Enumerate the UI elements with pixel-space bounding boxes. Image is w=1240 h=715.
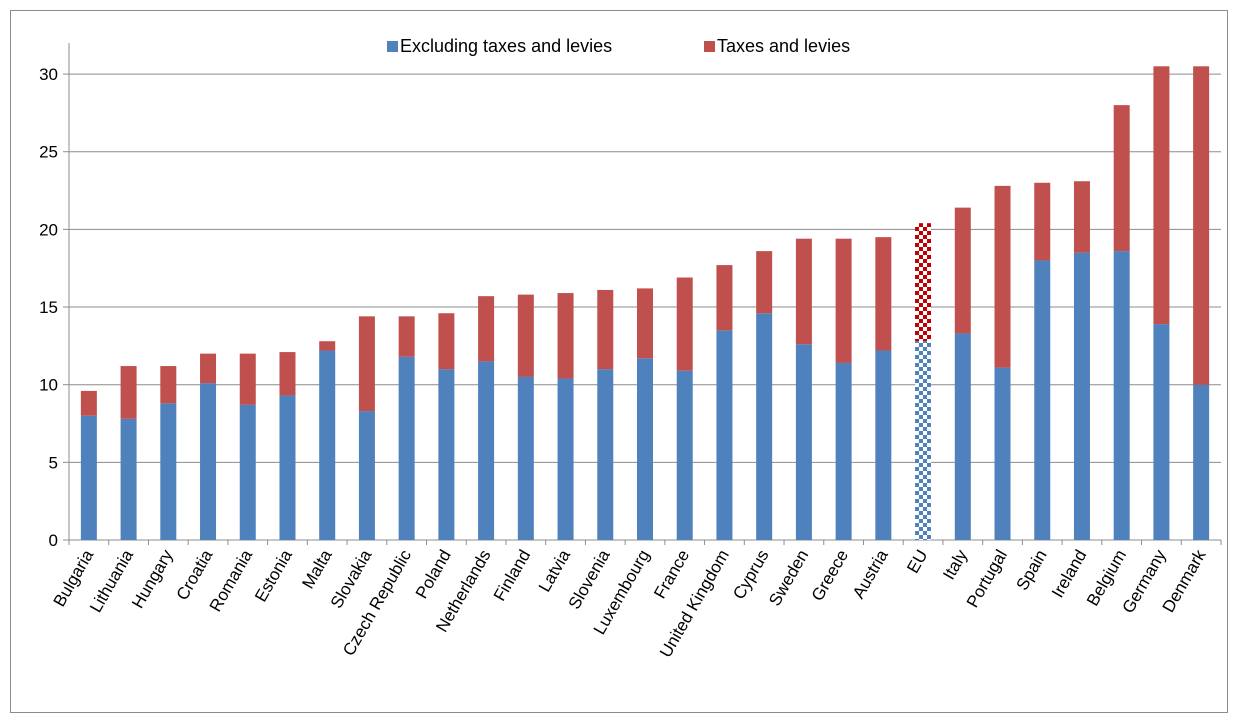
- x-tick-label: Spain: [1013, 547, 1051, 594]
- bar-taxes-greece: [835, 238, 852, 363]
- bar-taxes-czech-republic: [398, 316, 415, 357]
- legend: Excluding taxes and levies Taxes and levi…: [387, 36, 850, 56]
- bar-excluding-taxes-netherlands: [478, 361, 495, 540]
- x-tick-label: Poland: [412, 547, 455, 602]
- bar-excluding-taxes-sweden: [795, 344, 812, 540]
- y-tick-label: 10: [39, 376, 58, 395]
- bar-excluding-taxes-spain: [1034, 260, 1051, 540]
- bar-excluding-taxes-finland: [517, 376, 534, 540]
- bar-excluding-taxes-croatia: [200, 383, 217, 540]
- bar-excluding-taxes-germany: [1153, 324, 1170, 540]
- bar-excluding-taxes-slovenia: [597, 369, 614, 540]
- bar-excluding-taxes-italy: [954, 333, 971, 540]
- bar-taxes-finland: [517, 294, 534, 377]
- bar-taxes-spain: [1034, 182, 1051, 261]
- x-tick-label: France: [650, 547, 693, 602]
- y-tick-label: 0: [49, 531, 58, 550]
- bar-taxes-belgium: [1113, 105, 1130, 252]
- bar-taxes-portugal: [994, 185, 1011, 368]
- bar-excluding-taxes-belgium: [1113, 251, 1130, 540]
- bar-taxes-france: [676, 277, 693, 371]
- y-tick-label: 20: [39, 220, 58, 239]
- bar-taxes-luxembourg: [637, 288, 653, 359]
- bar-taxes-netherlands: [478, 296, 495, 362]
- bar-taxes-estonia: [279, 352, 296, 396]
- x-tick-label: Greece: [808, 547, 852, 605]
- legend-label: Excluding taxes and levies: [400, 36, 612, 56]
- bar-excluding-taxes-czech-republic: [398, 356, 415, 540]
- x-tick-label: Malta: [298, 546, 336, 592]
- x-tick-label: Finland: [490, 547, 534, 605]
- bar-taxes-slovenia: [597, 289, 614, 370]
- bar-taxes-malta: [319, 341, 336, 351]
- bar-excluding-taxes-france: [676, 370, 693, 540]
- legend-label: Taxes and levies: [717, 36, 850, 56]
- x-tick-label: Cyprus: [729, 547, 772, 603]
- bar-excluding-taxes-austria: [875, 350, 892, 540]
- bar-excluding-taxes-greece: [835, 362, 852, 540]
- x-tick-label: Latvia: [535, 546, 574, 595]
- x-tick-label: Ireland: [1048, 547, 1090, 602]
- bars: [80, 66, 1210, 540]
- bar-excluding-taxes-hungary: [160, 403, 177, 540]
- bar-excluding-taxes-estonia: [279, 395, 296, 540]
- stacked-bar-chart: 051015202530BulgariaLithuaniaHungaryCroa…: [39, 36, 1222, 661]
- bar-taxes-united-kingdom: [716, 265, 733, 331]
- bar-excluding-taxes-luxembourg: [637, 358, 653, 540]
- legend-taxes: Taxes and levies: [704, 36, 850, 56]
- bar-excluding-taxes-malta: [319, 350, 336, 540]
- bar-taxes-latvia: [557, 293, 574, 379]
- x-tick-label: EU: [903, 547, 931, 577]
- bar-taxes-lithuania: [120, 366, 137, 419]
- bar-excluding-taxes-portugal: [994, 367, 1011, 540]
- bar-excluding-taxes-denmark: [1193, 384, 1210, 540]
- bar-taxes-denmark: [1193, 66, 1210, 385]
- x-tick-label: Italy: [939, 546, 971, 583]
- bar-taxes-italy: [954, 207, 971, 334]
- bar-taxes-croatia: [200, 353, 217, 384]
- bar-excluding-taxes-slovakia: [358, 411, 375, 540]
- bar-excluding-taxes-latvia: [557, 378, 574, 540]
- y-tick-label: 25: [39, 143, 58, 162]
- bar-excluding-taxes-ireland: [1073, 252, 1090, 540]
- bar-excluding-taxes-eu: [915, 341, 932, 540]
- bar-excluding-taxes-bulgaria: [80, 415, 97, 540]
- chart-frame: 0 5 10 15 20 25 30 Bulgaria Lithuania Hungary Croa…: [10, 10, 1228, 713]
- bar-taxes-germany: [1153, 66, 1170, 325]
- x-tick-label: Austria: [849, 546, 892, 602]
- bar-excluding-taxes-lithuania: [120, 418, 137, 540]
- y-tick-label: 5: [49, 453, 58, 472]
- legend-swatch: [387, 41, 398, 52]
- legend-excluding-taxes: Excluding taxes and levies: [387, 36, 612, 56]
- bar-taxes-romania: [239, 353, 256, 405]
- bar-excluding-taxes-romania: [239, 404, 256, 540]
- bar-taxes-sweden: [795, 238, 812, 345]
- bar-excluding-taxes-cyprus: [756, 313, 773, 540]
- bar-taxes-austria: [875, 237, 892, 351]
- x-tick-label: Croatia: [173, 546, 217, 603]
- bar-excluding-taxes-poland: [438, 369, 455, 540]
- legend-swatch: [704, 41, 715, 52]
- bar-taxes-eu: [915, 223, 932, 342]
- bar-taxes-hungary: [160, 366, 177, 404]
- bar-excluding-taxes-united-kingdom: [716, 330, 733, 540]
- y-tick-label: 30: [39, 65, 58, 84]
- x-tick-label: Estonia: [251, 546, 296, 605]
- bar-taxes-bulgaria: [80, 390, 97, 416]
- bar-taxes-slovakia: [358, 316, 375, 412]
- bar-taxes-ireland: [1073, 181, 1090, 253]
- bar-taxes-cyprus: [756, 251, 773, 314]
- y-tick-label: 15: [39, 298, 58, 317]
- bar-taxes-poland: [438, 313, 455, 370]
